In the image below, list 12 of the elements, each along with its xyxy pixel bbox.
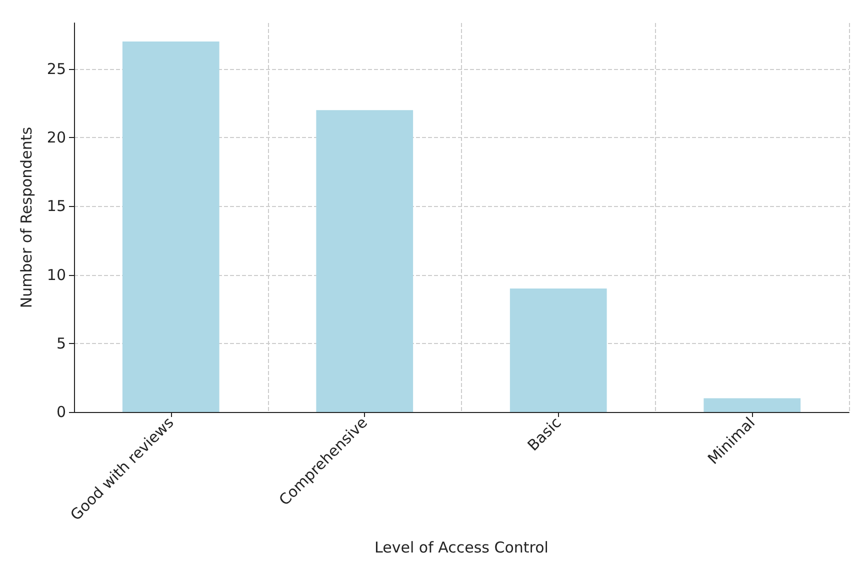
y-axis-title: Number of Respondents <box>18 126 36 308</box>
y-tick-label: 15 <box>46 197 66 216</box>
bar <box>122 42 220 412</box>
y-tick-label: 25 <box>46 60 66 78</box>
bar <box>510 288 607 412</box>
y-tick-label: 10 <box>46 266 66 284</box>
y-tick-label: 5 <box>56 334 66 352</box>
bar <box>316 110 414 412</box>
bar <box>704 398 801 412</box>
y-tick-label: 0 <box>56 403 66 421</box>
y-tick-label: 20 <box>46 128 66 147</box>
x-axis-title: Level of Access Control <box>374 538 548 556</box>
